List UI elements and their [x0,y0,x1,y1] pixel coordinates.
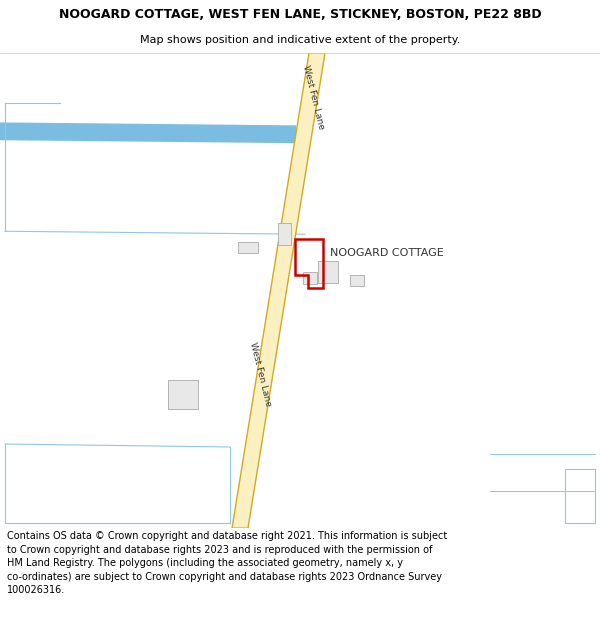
Bar [168,379,198,409]
Text: Map shows position and indicative extent of the property.: Map shows position and indicative extent… [140,35,460,45]
Text: West Fen Lane: West Fen Lane [248,342,272,408]
Text: West Fen Lane: West Fen Lane [301,64,325,131]
Bar [278,223,291,245]
Polygon shape [232,53,325,528]
Polygon shape [0,122,296,143]
Text: NOOGARD COTTAGE: NOOGARD COTTAGE [330,248,444,258]
Text: NOOGARD COTTAGE, WEST FEN LANE, STICKNEY, BOSTON, PE22 8BD: NOOGARD COTTAGE, WEST FEN LANE, STICKNEY… [59,8,541,21]
Text: Contains OS data © Crown copyright and database right 2021. This information is : Contains OS data © Crown copyright and d… [7,531,448,596]
Bar [303,272,317,284]
Bar [238,242,258,253]
Bar [350,275,364,286]
Bar [318,261,338,282]
